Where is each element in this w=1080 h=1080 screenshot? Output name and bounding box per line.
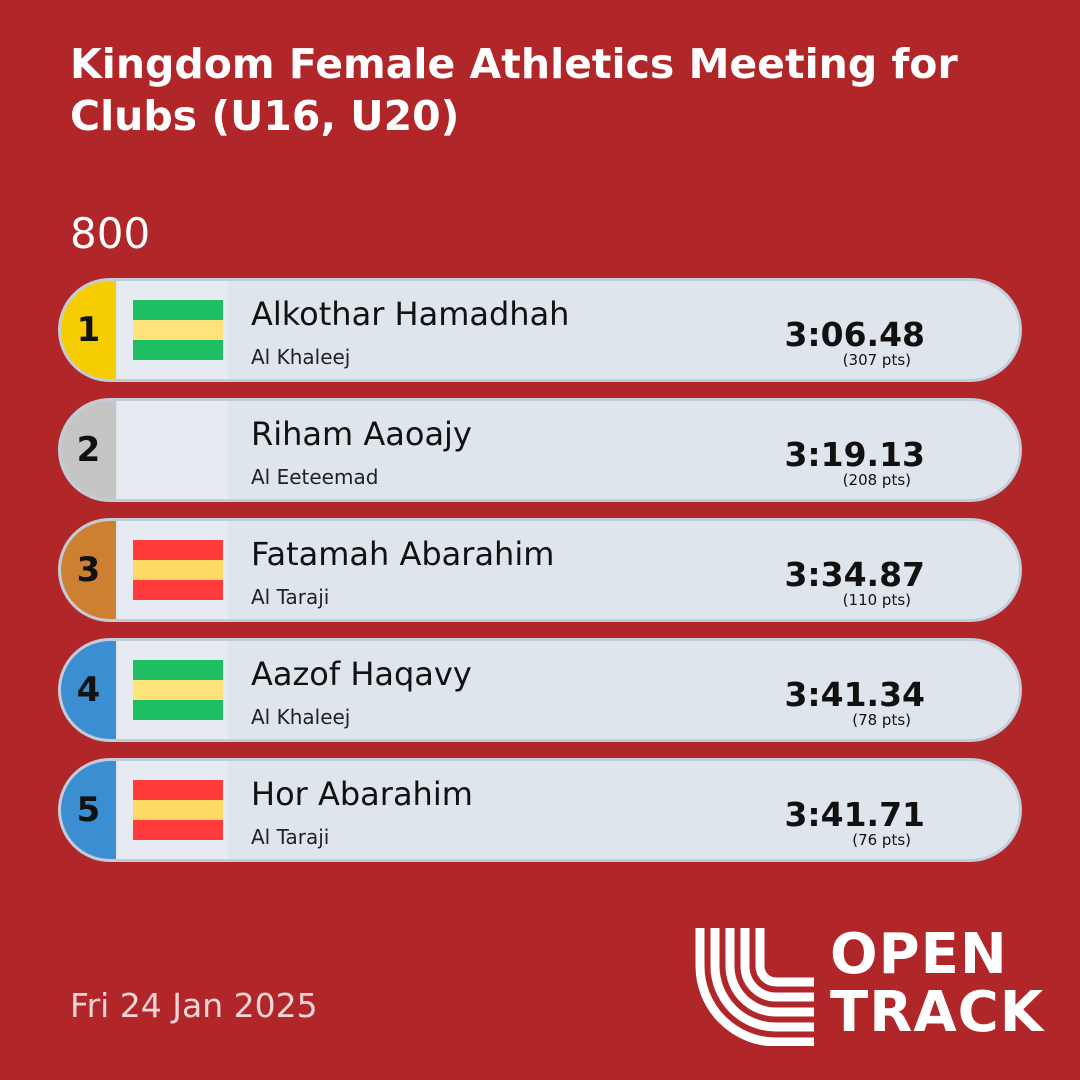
rank-badge: 4: [61, 641, 116, 739]
logo-wordmark: OPEN TRACK: [830, 926, 1044, 1042]
result-points: (208 pts): [842, 471, 911, 489]
result-row: 4 Aazof Haqavy Al Khaleej 3:41.34 (78 pt…: [58, 638, 1022, 742]
club-flag-icon: [133, 300, 223, 360]
result-row: 3 Fatamah Abarahim Al Taraji 3:34.87 (11…: [58, 518, 1022, 622]
rank-badge: 2: [61, 401, 116, 499]
club-flag-icon: [133, 780, 223, 840]
athlete-name: Aazof Haqavy: [251, 655, 472, 693]
rank-badge: 1: [61, 281, 116, 379]
result-row: 5 Hor Abarahim Al Taraji 3:41.71 (76 pts…: [58, 758, 1022, 862]
athlete-name: Fatamah Abarahim: [251, 535, 555, 573]
result-points: (307 pts): [842, 351, 911, 369]
result-points: (110 pts): [842, 591, 911, 609]
club-flag-icon: [133, 540, 223, 600]
rank-badge: 3: [61, 521, 116, 619]
opentrack-arcs-icon: [695, 928, 814, 1046]
result-time: 3:34.87: [784, 555, 925, 594]
result-time: 3:06.48: [784, 315, 925, 354]
athlete-name: Hor Abarahim: [251, 775, 473, 813]
result-time: 3:41.34: [784, 675, 925, 714]
club-name: Al Eeteemad: [251, 465, 379, 489]
event-date: Fri 24 Jan 2025: [70, 986, 318, 1025]
result-row: 2 Riham Aaoajy Al Eeteemad 3:19.13 (208 …: [58, 398, 1022, 502]
club-name: Al Taraji: [251, 825, 330, 849]
athlete-name: Alkothar Hamadhah: [251, 295, 570, 333]
result-time: 3:41.71: [784, 795, 925, 834]
rank-badge: 5: [61, 761, 116, 859]
result-time: 3:19.13: [784, 435, 925, 474]
result-points: (76 pts): [852, 831, 911, 849]
club-name: Al Khaleej: [251, 345, 351, 369]
athlete-name: Riham Aaoajy: [251, 415, 472, 453]
logo-line-track: TRACK: [830, 980, 1045, 1045]
logo-line-open: OPEN: [830, 922, 1008, 987]
opentrack-logo: OPEN TRACK: [694, 926, 1044, 1046]
results-list: 1 Alkothar Hamadhah Al Khaleej 3:06.48 (…: [58, 278, 1022, 878]
club-name: Al Khaleej: [251, 705, 351, 729]
club-flag-icon: [133, 660, 223, 720]
club-name: Al Taraji: [251, 585, 330, 609]
result-points: (78 pts): [852, 711, 911, 729]
result-row: 1 Alkothar Hamadhah Al Khaleej 3:06.48 (…: [58, 278, 1022, 382]
event-name: 800: [70, 209, 151, 258]
meeting-title: Kingdom Female Athletics Meeting for Clu…: [70, 40, 958, 140]
